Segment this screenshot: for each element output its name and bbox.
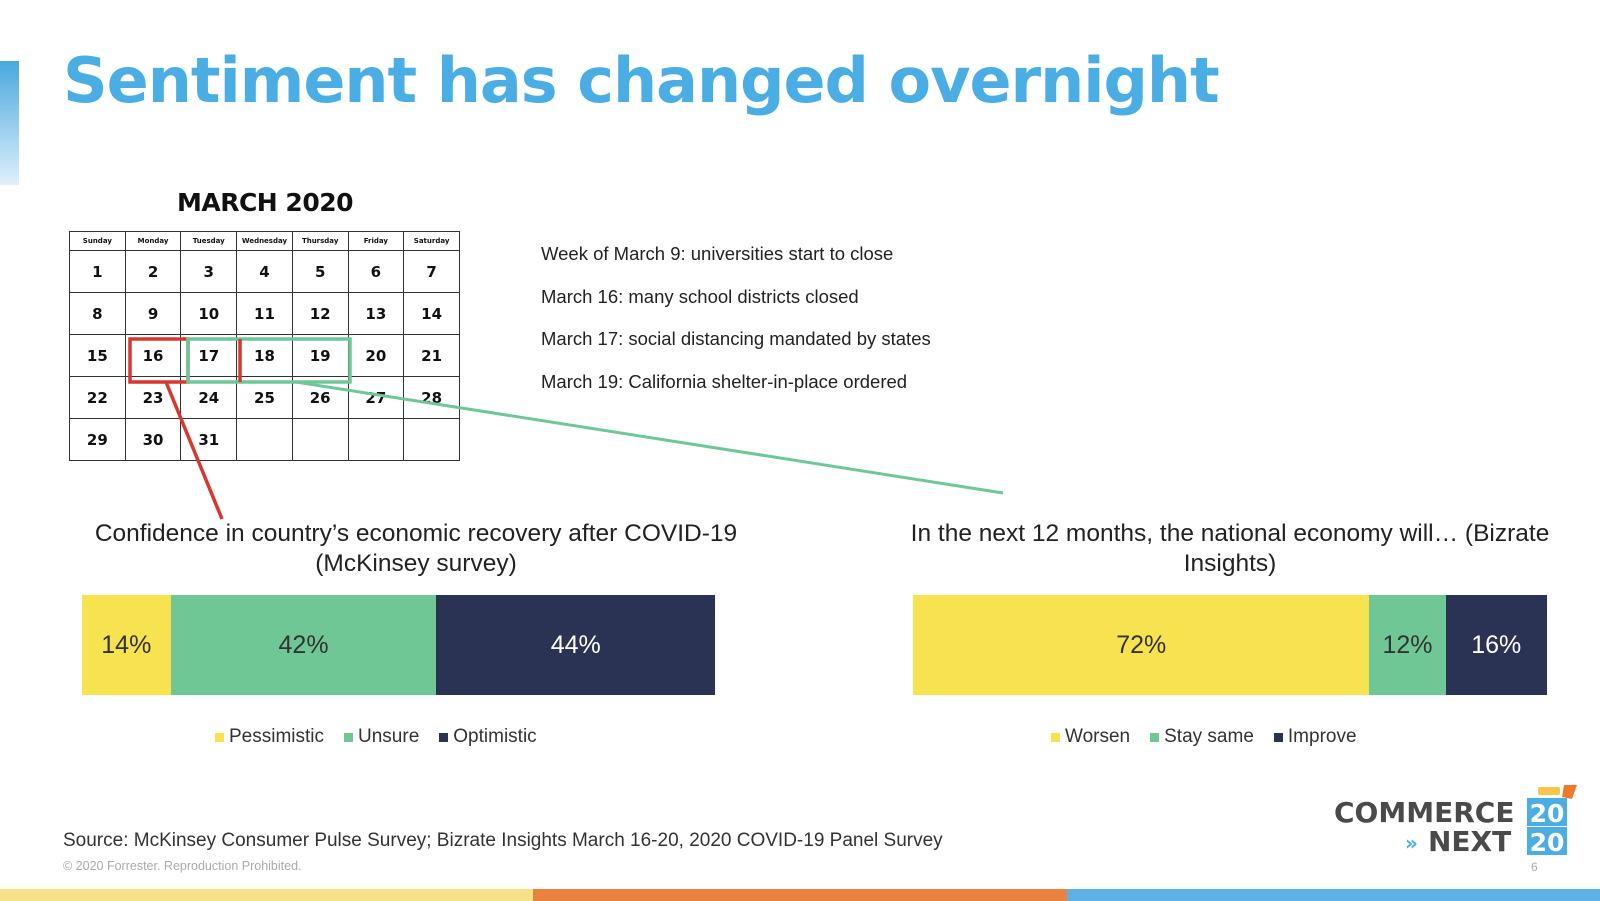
legend-item: Pessimistic — [215, 726, 324, 748]
legend-label: Pessimistic — [229, 726, 325, 747]
logo-year-box-bottom — [1527, 827, 1567, 855]
legend-label: Worsen — [1065, 726, 1131, 747]
calendar-day — [291, 418, 349, 461]
calendar-day — [403, 418, 460, 461]
page-number: 6 — [1531, 860, 1538, 874]
legend-swatch-unsure — [344, 732, 354, 742]
legend-swatch-improve — [1273, 732, 1283, 742]
title-accent-bar — [0, 61, 19, 185]
chart-2-stacked-bar: 72% 12% 16% — [913, 595, 1547, 695]
legend-label: Improve — [1287, 726, 1357, 747]
calendar-weekday-row: Sunday Monday Tuesday Wednesday Thursday… — [69, 231, 460, 251]
legend-item: Optimistic — [439, 726, 537, 748]
chart-1-stacked-bar: 14% 42% 44% — [82, 595, 715, 695]
calendar-day: 2 — [124, 250, 182, 293]
legend-swatch-optimistic — [439, 732, 449, 742]
logo-commerce-text: COMMERCE — [1334, 796, 1514, 829]
calendar-day: 1 — [69, 250, 126, 293]
event-item: March 17: social distancing mandated by … — [541, 328, 931, 349]
bar-segment-optimistic: 44% — [436, 595, 715, 695]
legend-item: Worsen — [1051, 726, 1130, 748]
commerce-next-logo: COMMERCE » NEXT 20 20 — [1334, 785, 1577, 858]
legend-label: Optimistic — [453, 726, 537, 747]
logo-year-bottom: 20 — [1530, 828, 1565, 857]
calendar-week: 8 9 10 11 12 13 14 — [69, 292, 460, 335]
calendar-day: 15 — [69, 334, 126, 377]
legend-swatch-pessimistic — [215, 732, 224, 742]
green-connector-line — [295, 380, 1004, 495]
legend-label: Stay same — [1164, 726, 1254, 747]
legend-label: Unsure — [358, 726, 420, 747]
logo-year-top: 20 — [1530, 799, 1565, 828]
bar-segment-worsen: 72% — [913, 595, 1370, 695]
source-note: Source: McKinsey Consumer Pulse Survey; … — [63, 830, 943, 851]
calendar-day: 10 — [180, 292, 238, 335]
logo-chevron-icon: » — [1405, 831, 1418, 855]
calendar-day: 19 — [291, 334, 349, 377]
legend-swatch-stay-same — [1150, 732, 1160, 742]
bottom-color-strip — [0, 889, 1600, 901]
calendar-day: 9 — [124, 292, 182, 335]
data-label: 16% — [1471, 630, 1522, 659]
chart-2-title: In the next 12 months, the national econ… — [910, 520, 1550, 577]
legend-item: Unsure — [344, 726, 419, 748]
legend-item: Improve — [1273, 726, 1357, 748]
copyright-note: © 2020 Forrester. Reproduction Prohibite… — [63, 859, 302, 873]
calendar-day: 6 — [347, 250, 405, 293]
chart-1-legend: Pessimistic Unsure Optimistic — [215, 726, 557, 748]
data-label: 42% — [278, 630, 329, 659]
logo-leaf-orange — [1562, 785, 1577, 799]
chart-1-title: Confidence in country’s economic recover… — [94, 520, 738, 577]
bar-segment-unsure: 42% — [170, 595, 437, 695]
logo-leaf-yellow — [1538, 787, 1560, 795]
march-16-red-highlight — [128, 337, 190, 384]
calendar-grid: Sunday Monday Tuesday Wednesday Thursday… — [69, 231, 460, 461]
calendar-week: 29 30 31 — [69, 418, 460, 461]
legend-item: Stay same — [1150, 726, 1254, 748]
march-17-19-green-highlight — [186, 337, 352, 384]
calendar-day: 11 — [236, 292, 293, 335]
calendar-week: 15 16 17 18 19 20 21 — [69, 334, 460, 377]
event-item: March 19: California shelter-in-place or… — [541, 370, 908, 392]
calendar-day: 30 — [124, 418, 182, 461]
calendar-day: 18 — [236, 334, 293, 377]
data-label: 44% — [550, 630, 601, 659]
chart-2-legend: Worsen Stay same Improve — [1051, 726, 1377, 748]
logo-next-text: NEXT — [1428, 825, 1511, 858]
logo-year-box-top — [1527, 798, 1567, 826]
data-label: 12% — [1382, 630, 1433, 659]
legend-swatch-worsen — [1051, 732, 1060, 742]
strip-blue — [1066, 889, 1600, 901]
event-item: Week of March 9: universities start to c… — [541, 243, 894, 264]
bar-segment-pessimistic: 14% — [82, 595, 171, 695]
calendar-title: MARCH 2020 — [176, 188, 354, 217]
bar-segment-stay-same: 12% — [1369, 595, 1446, 695]
bar-segment-improve: 16% — [1445, 595, 1547, 695]
calendar-day — [236, 418, 293, 461]
data-label: 14% — [101, 630, 152, 659]
calendar-day: 21 — [403, 334, 460, 377]
event-item: March 16: many school districts closed — [541, 285, 859, 307]
event-list: Week of March 9: universities start to c… — [541, 243, 931, 413]
slide-title: Sentiment has changed overnight — [63, 44, 1220, 117]
red-connector-line — [164, 381, 224, 520]
strip-yellow — [0, 889, 534, 901]
data-label: 72% — [1116, 630, 1167, 659]
calendar-day: 12 — [291, 292, 349, 335]
strip-orange — [533, 889, 1067, 901]
